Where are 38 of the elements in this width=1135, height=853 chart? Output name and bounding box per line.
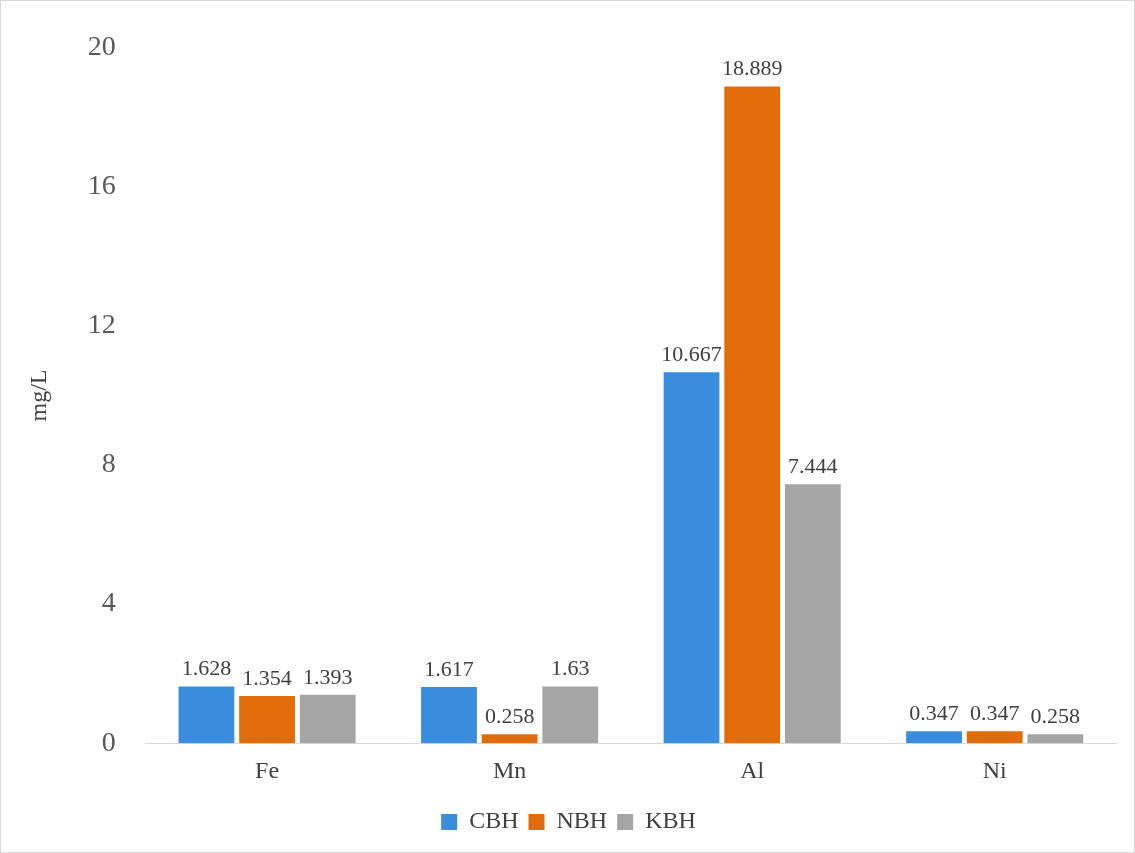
bar <box>542 686 599 744</box>
data-label: 7.444 <box>788 453 838 479</box>
x-tick-label: Fe <box>255 756 280 783</box>
legend-label: NBH <box>556 807 608 834</box>
data-label: 0.347 <box>969 699 1020 725</box>
bar <box>966 731 1023 744</box>
bar <box>724 86 781 744</box>
bar <box>1027 734 1084 744</box>
x-tick-label: Mn <box>492 756 527 783</box>
legend-label: KBH <box>645 807 696 834</box>
data-label: 0.347 <box>909 699 959 725</box>
y-tick-label: 8 <box>101 447 116 479</box>
data-label: 0.258 <box>484 703 535 729</box>
x-tick-label: Al <box>740 756 765 783</box>
data-label: 1.393 <box>302 663 353 689</box>
data-label: 1.63 <box>551 655 590 681</box>
bar <box>421 686 477 744</box>
bar <box>906 731 962 744</box>
y-tick-label: 12 <box>87 308 116 340</box>
bar <box>239 696 295 744</box>
bar <box>784 484 841 744</box>
data-label: 10.667 <box>661 341 722 367</box>
y-axis-title: mg/L <box>24 369 51 422</box>
y-tick-label: 20 <box>87 30 116 62</box>
data-label: 1.617 <box>424 655 474 681</box>
bar <box>663 372 720 744</box>
y-tick-label: 0 <box>101 725 116 757</box>
x-tick-label: Ni <box>982 756 1008 783</box>
y-tick-label: 4 <box>101 586 116 618</box>
y-tick-label: 16 <box>87 169 116 201</box>
data-label: 1.354 <box>242 664 292 690</box>
data-label: 18.889 <box>721 55 783 81</box>
data-label: 0.258 <box>1030 703 1081 729</box>
data-label: 1.628 <box>181 655 232 681</box>
bar <box>178 686 235 744</box>
bar <box>299 694 356 744</box>
bar <box>481 734 538 744</box>
legend-label: CBH <box>469 807 519 834</box>
